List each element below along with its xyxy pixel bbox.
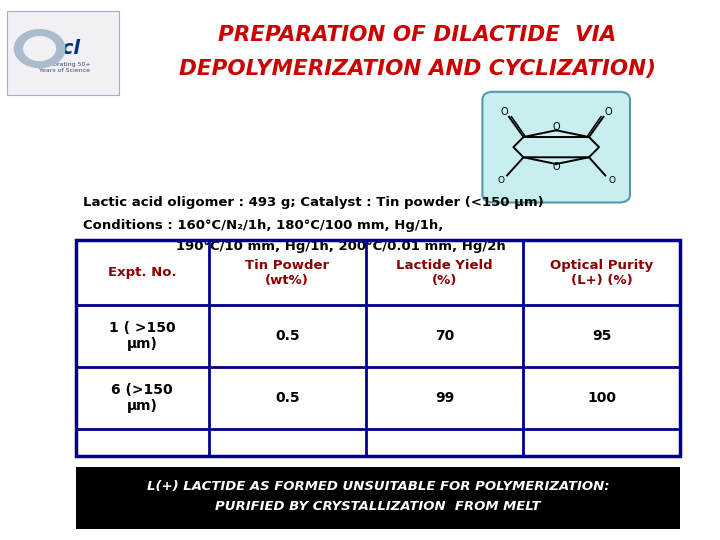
Text: 0.5: 0.5	[275, 392, 300, 405]
Text: Conditions : 160°C/N₂/1h, 180°C/100 mm, Hg/1h,: Conditions : 160°C/N₂/1h, 180°C/100 mm, …	[83, 219, 444, 232]
Text: Expt. No.: Expt. No.	[108, 266, 176, 279]
Text: 1 ( >150
μm): 1 ( >150 μm)	[109, 321, 176, 351]
Text: PURIFIED BY CRYSTALLIZATION  FROM MELT: PURIFIED BY CRYSTALLIZATION FROM MELT	[215, 500, 541, 514]
Text: Tin Powder
(wt%): Tin Powder (wt%)	[246, 259, 329, 287]
Text: 6 (>150
μm): 6 (>150 μm)	[112, 383, 173, 413]
Text: O: O	[605, 107, 612, 117]
Text: O: O	[552, 163, 560, 172]
Text: 0.5: 0.5	[275, 329, 300, 343]
Text: 190°C/10 mm, Hg/1h, 200°C/0.01 mm, Hg/2h: 190°C/10 mm, Hg/1h, 200°C/0.01 mm, Hg/2h	[176, 240, 506, 253]
Circle shape	[24, 37, 55, 60]
Circle shape	[14, 30, 65, 68]
Text: ncl: ncl	[49, 39, 81, 58]
Text: Lactide Yield
(%): Lactide Yield (%)	[396, 259, 493, 287]
Text: Optical Purity
(L+) (%): Optical Purity (L+) (%)	[550, 259, 653, 287]
FancyBboxPatch shape	[7, 11, 119, 94]
Text: L(+) LACTIDE AS FORMED UNSUITABLE FOR POLYMERIZATION:: L(+) LACTIDE AS FORMED UNSUITABLE FOR PO…	[147, 480, 609, 493]
FancyBboxPatch shape	[482, 92, 630, 202]
Text: Lactic acid oligomer : 493 g; Catalyst : Tin powder (<150 μm): Lactic acid oligomer : 493 g; Catalyst :…	[83, 196, 544, 209]
Bar	[76, 467, 680, 529]
Text: Celebrating 50+
Years of Science: Celebrating 50+ Years of Science	[39, 62, 91, 73]
Text: 99: 99	[435, 392, 454, 405]
Text: O: O	[608, 177, 615, 185]
Text: O: O	[498, 177, 504, 185]
Bar	[76, 240, 680, 456]
Text: O: O	[500, 107, 508, 117]
Text: 95: 95	[592, 329, 611, 343]
Text: 70: 70	[435, 329, 454, 343]
Text: O: O	[552, 122, 560, 132]
Text: DEPOLYMERIZATION AND CYCLIZATION): DEPOLYMERIZATION AND CYCLIZATION)	[179, 58, 656, 79]
Text: PREPARATION OF DILACTIDE  VIA: PREPARATION OF DILACTIDE VIA	[218, 25, 617, 45]
Text: 100: 100	[588, 392, 616, 405]
Bar	[76, 240, 680, 456]
